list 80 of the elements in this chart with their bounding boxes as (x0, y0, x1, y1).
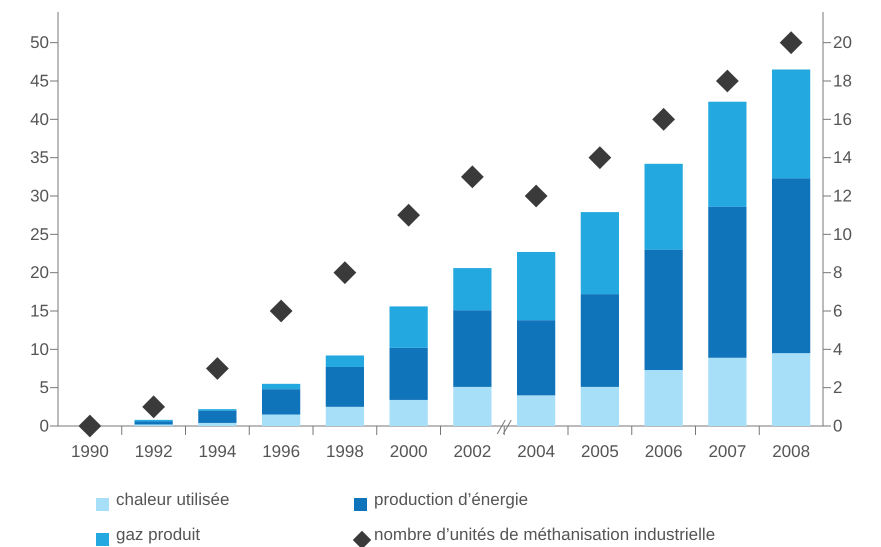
y-tick-label: 0 (40, 416, 49, 436)
bar (708, 358, 746, 426)
x-tick-label: 1994 (198, 442, 236, 461)
bar (517, 252, 556, 320)
point (460, 165, 484, 188)
bar (326, 355, 364, 367)
bar (772, 70, 810, 178)
bar (390, 306, 428, 348)
legend-label: gaz produit (116, 525, 200, 544)
y-tick-label: 40 (30, 110, 49, 129)
legend-label: nombre d’unités de méthanisation industrielle (374, 525, 716, 544)
y-tick-label: 30 (30, 186, 49, 206)
point (397, 204, 420, 227)
point (333, 261, 356, 284)
x-tick-label: 2004 (517, 442, 556, 461)
y-tick-label: 35 (30, 148, 49, 168)
point (588, 146, 612, 170)
bar (580, 386, 619, 426)
bar (262, 384, 300, 390)
legend-label: chaleur utilisée (116, 490, 230, 509)
bar (262, 414, 300, 426)
y-tick-label: 15 (30, 301, 49, 320)
bar (198, 422, 236, 426)
point (206, 357, 229, 380)
point (78, 414, 102, 438)
y2-tick-label: 10 (833, 224, 852, 244)
y2-tick-label: 4 (833, 340, 842, 359)
bar (198, 410, 236, 423)
y2-tick-label: 12 (833, 186, 852, 206)
bar (708, 102, 746, 207)
bar (262, 389, 300, 414)
bar (644, 250, 683, 370)
bar (644, 164, 683, 250)
x-tick-label: 1992 (134, 442, 173, 461)
y-tick-label: 10 (30, 340, 49, 359)
y-tick-label: 45 (30, 71, 49, 90)
bar (772, 353, 810, 426)
y2-tick-label: 2 (833, 378, 842, 398)
x-tick-label: 1990 (70, 442, 109, 461)
x-tick-label: 1996 (262, 442, 300, 461)
bar (580, 212, 619, 294)
x-tick-label: 2007 (708, 442, 746, 461)
x-tick-label: 2000 (390, 442, 428, 461)
bar (390, 348, 428, 400)
point (780, 31, 803, 54)
legend-label: production d’énergie (374, 490, 528, 509)
bar (644, 370, 683, 426)
bar (517, 320, 556, 396)
point (142, 395, 166, 418)
bar (326, 366, 364, 407)
y-tick-label: 25 (30, 224, 49, 244)
y2-tick-label: 16 (833, 110, 852, 129)
x-tick-label: 2008 (772, 442, 810, 461)
bar (772, 178, 810, 354)
y2-tick-label: 18 (833, 71, 852, 90)
point (652, 108, 676, 131)
point (716, 70, 739, 92)
y2-tick-label: 8 (833, 263, 842, 282)
x-tick-label: 2005 (580, 442, 619, 461)
y2-tick-label: 6 (833, 301, 842, 320)
bar (580, 294, 619, 387)
point (270, 300, 293, 322)
bar (390, 400, 428, 426)
bar (517, 395, 556, 426)
bar (453, 310, 492, 387)
y2-tick-label: 0 (833, 416, 842, 436)
y-tick-label: 20 (30, 263, 49, 282)
x-tick-label: 2006 (644, 442, 683, 461)
bar (708, 206, 746, 358)
bar (134, 421, 173, 424)
y2-tick-label: 14 (833, 148, 852, 168)
y2-tick-label: 20 (833, 33, 852, 52)
x-tick-label: 1998 (326, 442, 364, 461)
bar (326, 406, 364, 426)
y-tick-label: 5 (40, 378, 49, 398)
point (524, 184, 548, 208)
x-tick-label: 2002 (453, 442, 492, 461)
bar (453, 386, 492, 426)
bar (453, 268, 492, 310)
y-tick-label: 50 (30, 33, 49, 52)
